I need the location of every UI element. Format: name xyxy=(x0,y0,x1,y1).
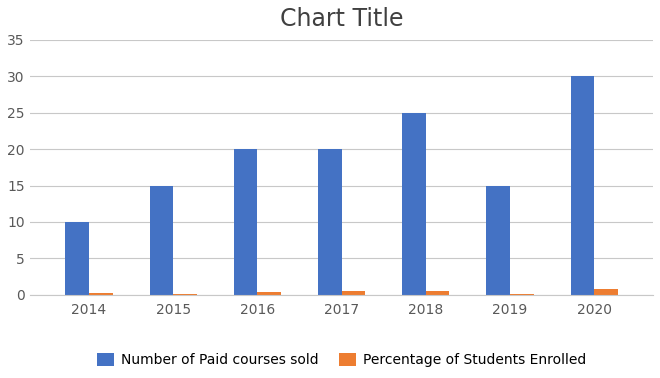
Bar xyxy=(150,186,173,295)
Bar xyxy=(570,76,594,295)
Bar xyxy=(173,294,197,295)
Bar xyxy=(65,222,89,295)
Bar xyxy=(257,292,281,295)
Bar xyxy=(486,186,510,295)
Bar xyxy=(594,290,618,295)
Title: Chart Title: Chart Title xyxy=(280,7,403,31)
Bar xyxy=(510,294,533,295)
Bar xyxy=(318,149,342,295)
Bar xyxy=(426,291,449,295)
Bar xyxy=(234,149,257,295)
Legend: Number of Paid courses sold, Percentage of Students Enrolled: Number of Paid courses sold, Percentage … xyxy=(92,348,591,373)
Bar xyxy=(89,293,113,295)
Bar xyxy=(402,113,426,295)
Bar xyxy=(342,291,365,295)
